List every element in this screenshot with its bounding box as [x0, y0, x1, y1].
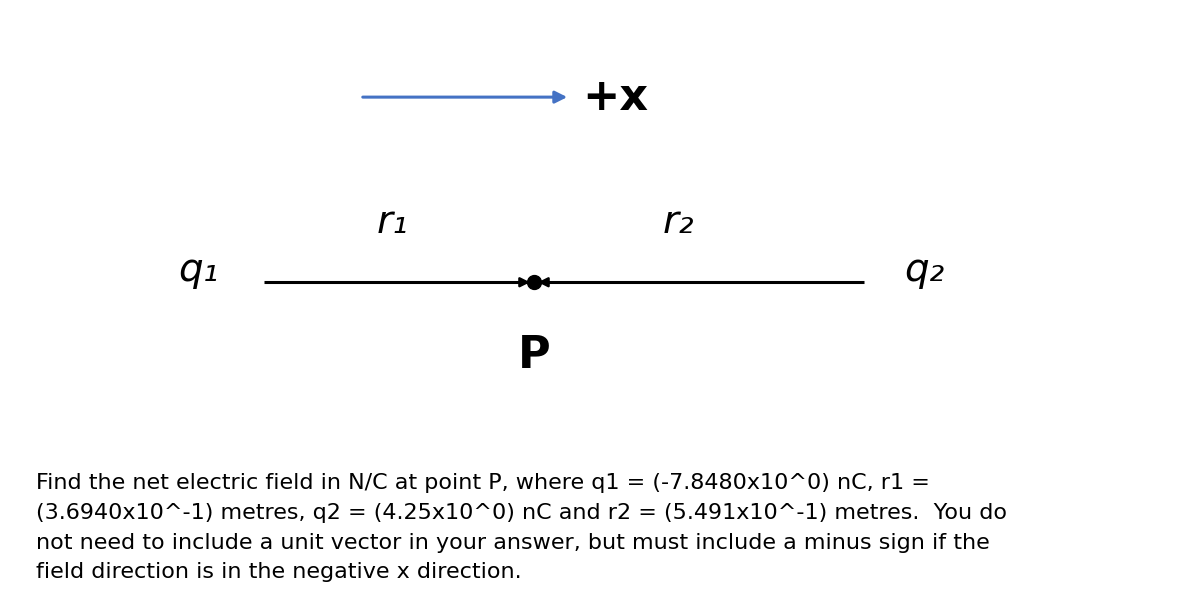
Text: P: P: [517, 334, 551, 376]
Text: q₁: q₁: [178, 251, 218, 289]
Text: r₂: r₂: [662, 203, 694, 240]
Text: +x: +x: [582, 76, 648, 118]
Text: q₂: q₂: [904, 251, 944, 289]
Text: r₁: r₁: [377, 203, 408, 240]
Text: Find the net electric field in N/C at point P, where q1 = (-7.8480x10^0) nC, r1 : Find the net electric field in N/C at po…: [36, 473, 1007, 582]
Point: [524, 277, 544, 287]
